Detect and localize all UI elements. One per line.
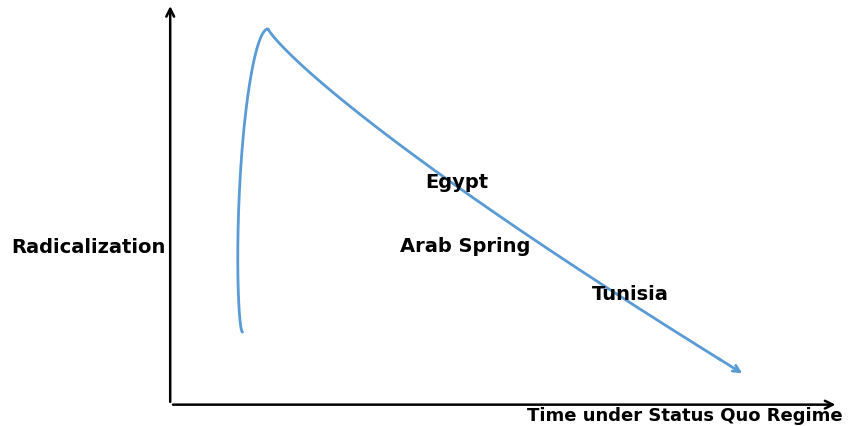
Text: Radicalization: Radicalization bbox=[12, 238, 166, 256]
Text: Time under Status Quo Regime: Time under Status Quo Regime bbox=[527, 406, 842, 424]
Text: Egypt: Egypt bbox=[426, 173, 488, 192]
Text: Arab Spring: Arab Spring bbox=[400, 237, 530, 256]
Text: Tunisia: Tunisia bbox=[591, 285, 668, 303]
